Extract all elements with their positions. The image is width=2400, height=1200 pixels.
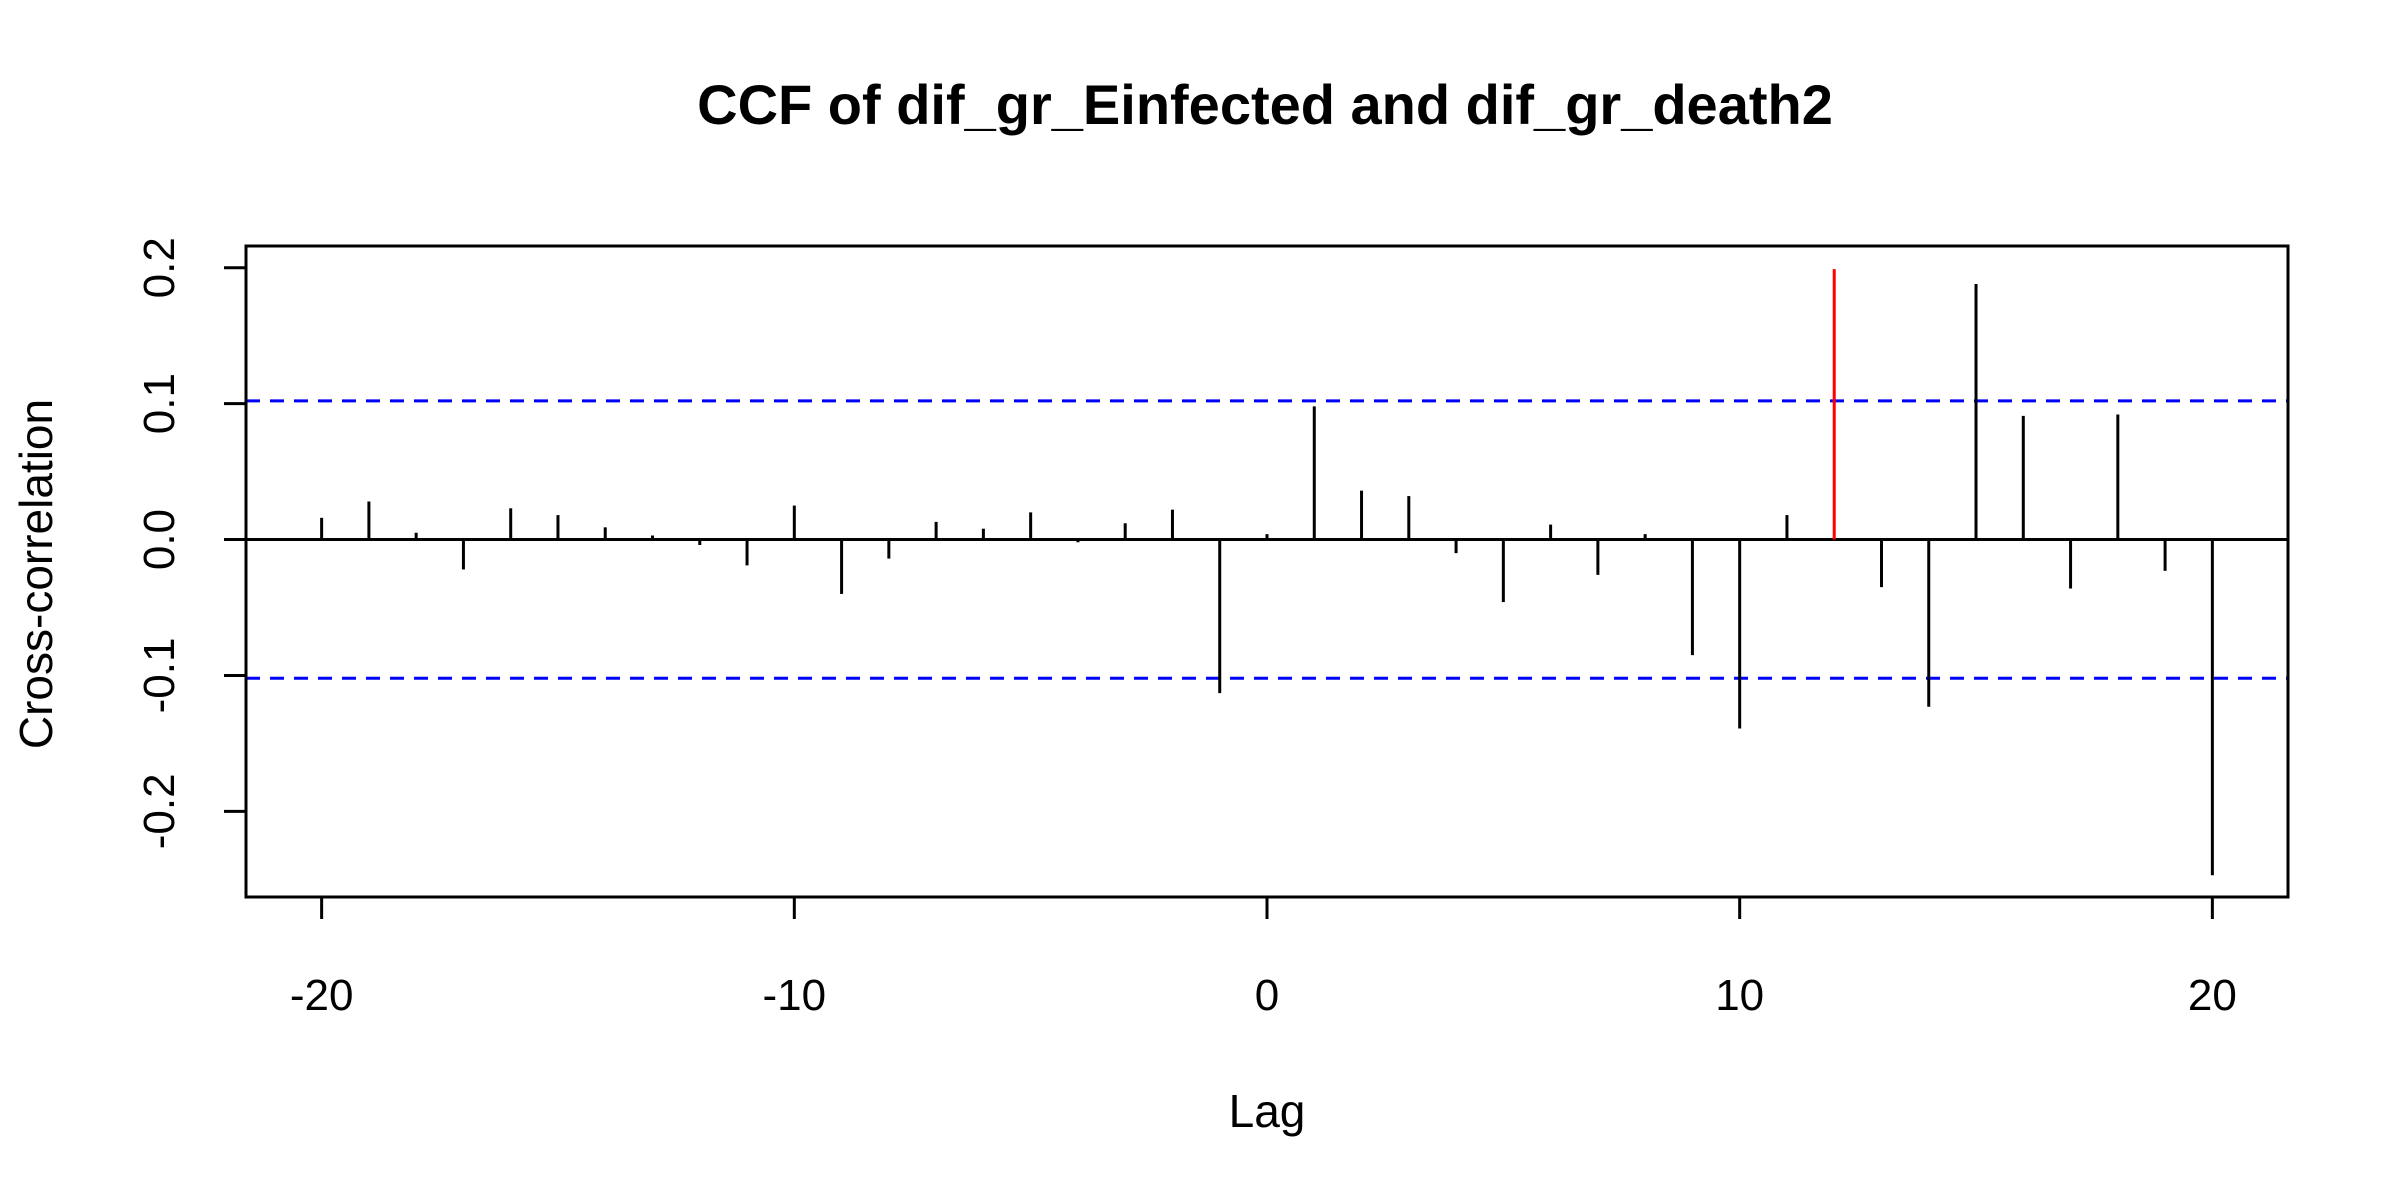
y-tick-label: 0.0 — [135, 509, 184, 570]
x-tick-label: -20 — [290, 971, 354, 1020]
chart-title: CCF of dif_gr_Einfected and dif_gr_death… — [697, 73, 1833, 136]
plot-frame — [244, 244, 2290, 899]
x-axis-label: Lag — [1229, 1085, 1306, 1137]
y-tick-label: -0.1 — [135, 638, 184, 714]
y-axis-label: Cross-correlation — [10, 399, 62, 749]
y-tick-label: 0.1 — [135, 373, 184, 434]
plot-area — [246, 269, 2288, 876]
x-tick-label: 10 — [1715, 971, 1764, 1020]
x-tick-label: 20 — [2188, 971, 2237, 1020]
y-tick-label: -0.2 — [135, 773, 184, 849]
y-tick-label: 0.2 — [135, 237, 184, 298]
x-axis: -20 -10 0 10 20 — [290, 897, 2237, 1020]
x-tick-label: 0 — [1255, 971, 1279, 1020]
x-tick-label: -10 — [763, 971, 827, 1020]
y-axis: -0.2 -0.1 0.0 0.1 0.2 — [135, 237, 246, 849]
